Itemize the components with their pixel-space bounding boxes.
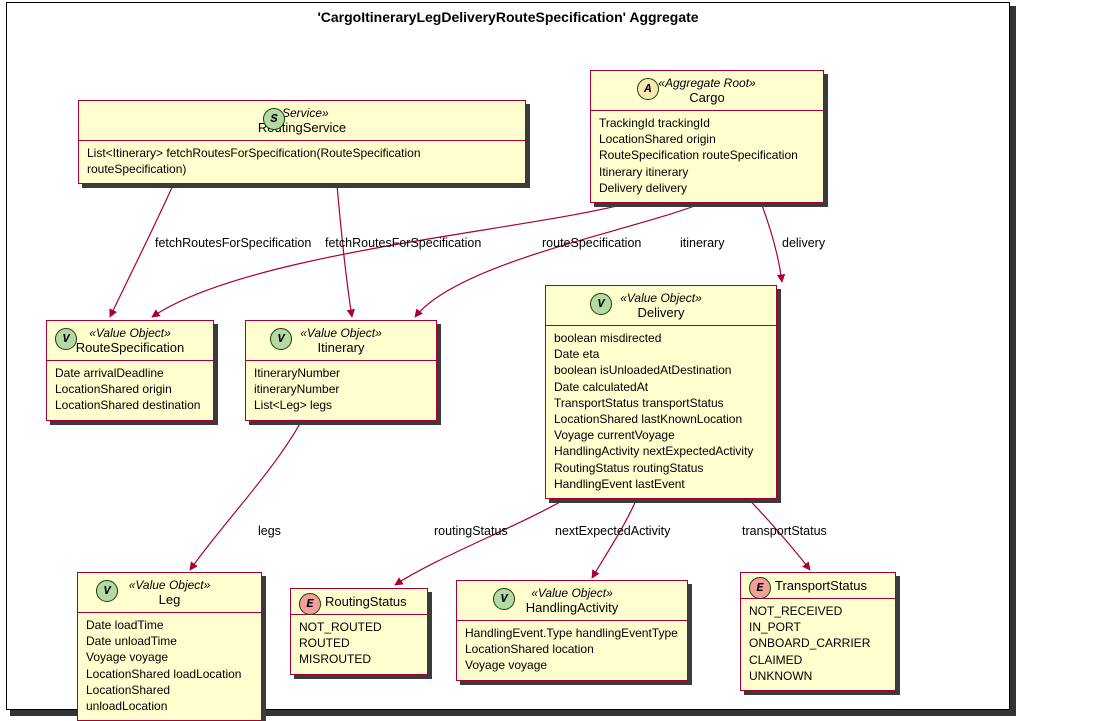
operation-line: List<Itinerary> fetchRoutesForSpecificat… [87, 145, 517, 177]
attribute-line: Date unloadTime [86, 633, 253, 649]
enum-badge-icon: E [299, 593, 321, 615]
class-header: S «Service» RoutingService [79, 101, 525, 141]
stereotype: «Aggregate Root» [597, 76, 817, 90]
stereotype: «Service» [85, 106, 519, 120]
attribute-line: boolean isUnloadedAtDestination [554, 362, 768, 378]
edge-label: routeSpecification [542, 236, 641, 250]
attribute-line: Delivery delivery [599, 180, 815, 196]
attribute-line: Voyage voyage [465, 657, 679, 673]
class-name: TransportStatus [775, 578, 889, 593]
edge-label: fetchRoutesForSpecification [325, 236, 481, 250]
attribute-line: List<Leg> legs [254, 397, 428, 413]
enum-transport-status: E TransportStatus NOT_RECEIVEDIN_PORTONB… [740, 572, 896, 691]
class-name: RoutingService [85, 120, 519, 135]
class-body: NOT_ROUTEDROUTEDMISROUTED [291, 615, 427, 674]
attribute-line: IN_PORT [749, 619, 887, 635]
attribute-line: LocationShared lastKnownLocation [554, 411, 768, 427]
attribute-line: TrackingId trackingId [599, 115, 815, 131]
value-badge-icon: V [493, 588, 515, 610]
edge-label: nextExpectedActivity [555, 524, 670, 538]
edge-label: delivery [782, 236, 825, 250]
attribute-line: HandlingActivity nextExpectedActivity [554, 443, 768, 459]
class-body: ItineraryNumber itineraryNumberList<Leg>… [246, 361, 436, 420]
value-badge-icon: V [590, 293, 612, 315]
value-badge-icon: V [270, 328, 292, 350]
stereotype: «Value Object» [552, 291, 770, 305]
attribute-line: Date calculatedAt [554, 379, 768, 395]
class-body: TrackingId trackingIdLocationShared orig… [591, 111, 823, 202]
edge-label: itinerary [680, 236, 724, 250]
edge-label: legs [258, 524, 281, 538]
attribute-line: LocationShared origin [55, 381, 205, 397]
class-header: V «Value Object» Itinerary [246, 321, 436, 361]
class-header: E RoutingStatus [291, 589, 427, 615]
attribute-line: UNKNOWN [749, 668, 887, 684]
value-badge-icon: V [55, 328, 77, 350]
attribute-line: NOT_ROUTED [299, 619, 419, 635]
attribute-line: LocationShared location [465, 641, 679, 657]
attribute-line: LocationShared loadLocation [86, 666, 253, 682]
attribute-line: RoutingStatus routingStatus [554, 460, 768, 476]
aggregate-badge-icon: A [637, 78, 659, 100]
edge-label: transportStatus [742, 524, 827, 538]
attribute-line: LocationShared unloadLocation [86, 682, 253, 714]
class-header: A «Aggregate Root» Cargo [591, 71, 823, 111]
class-route-specification: V «Value Object» RouteSpecification Date… [46, 320, 214, 421]
attribute-line: Date eta [554, 346, 768, 362]
class-itinerary: V «Value Object» Itinerary ItineraryNumb… [245, 320, 437, 421]
attribute-line: HandlingEvent lastEvent [554, 476, 768, 492]
attribute-line: Voyage voyage [86, 649, 253, 665]
attribute-line: TransportStatus transportStatus [554, 395, 768, 411]
diagram-canvas: 'CargoItineraryLegDeliveryRouteSpecifica… [0, 0, 1100, 720]
attribute-line: RouteSpecification routeSpecification [599, 147, 815, 163]
class-handling-activity: V «Value Object» HandlingActivity Handli… [456, 580, 688, 681]
class-leg: V «Value Object» Leg Date loadTimeDate u… [77, 572, 262, 721]
enum-routing-status: E RoutingStatus NOT_ROUTEDROUTEDMISROUTE… [290, 588, 428, 675]
attribute-line: MISROUTED [299, 651, 419, 667]
attribute-line: Date arrivalDeadline [55, 365, 205, 381]
class-body: NOT_RECEIVEDIN_PORTONBOARD_CARRIERCLAIME… [741, 599, 895, 690]
class-cargo: A «Aggregate Root» Cargo TrackingId trac… [590, 70, 824, 203]
attribute-line: ROUTED [299, 635, 419, 651]
class-header: V «Value Object» RouteSpecification [47, 321, 213, 361]
enum-badge-icon: E [749, 577, 771, 599]
class-routing-service: S «Service» RoutingService List<Itinerar… [78, 100, 526, 184]
class-name: Cargo [597, 90, 817, 105]
frame-title: 'CargoItineraryLegDeliveryRouteSpecifica… [7, 9, 1009, 25]
edge-label: fetchRoutesForSpecification [155, 236, 311, 250]
attribute-line: NOT_RECEIVED [749, 603, 887, 619]
class-body: HandlingEvent.Type handlingEventTypeLoca… [457, 621, 687, 680]
class-header: V «Value Object» HandlingActivity [457, 581, 687, 621]
class-header: V «Value Object» Leg [78, 573, 261, 613]
attribute-line: ItineraryNumber itineraryNumber [254, 365, 428, 397]
class-body: List<Itinerary> fetchRoutesForSpecificat… [79, 141, 525, 183]
class-header: V «Value Object» Delivery [546, 286, 776, 326]
class-body: Date loadTimeDate unloadTimeVoyage voyag… [78, 613, 261, 720]
attribute-line: Voyage currentVoyage [554, 427, 768, 443]
class-name: Delivery [552, 305, 770, 320]
edge-label: routingStatus [434, 524, 508, 538]
attribute-line: LocationShared destination [55, 397, 205, 413]
class-body: Date arrivalDeadlineLocationShared origi… [47, 361, 213, 420]
class-body: boolean misdirectedDate etaboolean isUnl… [546, 326, 776, 498]
service-badge-icon: S [263, 108, 285, 130]
attribute-line: HandlingEvent.Type handlingEventType [465, 625, 679, 641]
value-badge-icon: V [96, 580, 118, 602]
class-delivery: V «Value Object» Delivery boolean misdir… [545, 285, 777, 499]
attribute-line: boolean misdirected [554, 330, 768, 346]
attribute-line: CLAIMED [749, 652, 887, 668]
attribute-line: LocationShared origin [599, 131, 815, 147]
attribute-line: Date loadTime [86, 617, 253, 633]
attribute-line: Itinerary itinerary [599, 164, 815, 180]
class-header: E TransportStatus [741, 573, 895, 599]
class-name: RoutingStatus [325, 594, 421, 609]
attribute-line: ONBOARD_CARRIER [749, 635, 887, 651]
